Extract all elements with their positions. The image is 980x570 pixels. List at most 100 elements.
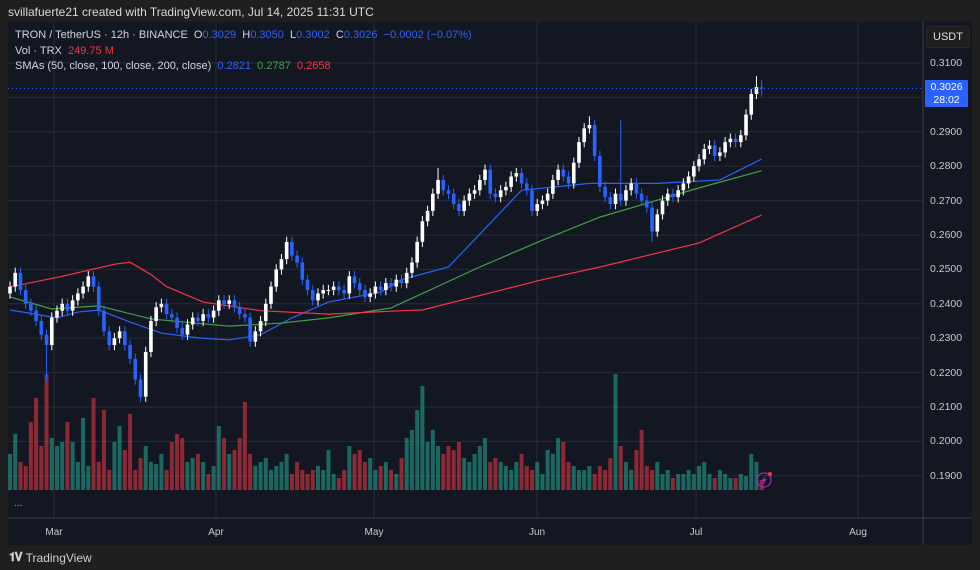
candle-body — [337, 286, 341, 291]
price-tick: 0.1900 — [930, 469, 963, 482]
volume-bar — [60, 442, 65, 490]
candle — [180, 322, 185, 340]
candle-body — [39, 321, 44, 335]
sma50-value: 0.2821 — [217, 60, 252, 72]
candle — [561, 164, 566, 182]
volume-value: 249.75 M — [68, 45, 114, 57]
more-icon[interactable]: ... — [14, 498, 23, 509]
candle — [326, 284, 331, 296]
volume-bar — [738, 474, 743, 490]
candle-body — [206, 314, 211, 318]
candle — [608, 192, 613, 210]
lightning-alert-icon[interactable] — [756, 472, 772, 488]
volume-bar — [269, 470, 273, 490]
volume-bar — [488, 462, 493, 490]
volume-bar — [347, 446, 352, 490]
candle-body — [718, 152, 722, 156]
sma200-value: 0.2658 — [296, 60, 331, 72]
candle-body — [300, 262, 305, 280]
candle-body — [211, 310, 216, 318]
candle — [723, 136, 727, 158]
volume-bar — [211, 466, 216, 490]
candle-body — [431, 193, 435, 211]
candle-body — [159, 303, 164, 308]
volume-bar — [284, 454, 289, 490]
candle-body — [107, 331, 111, 346]
candle — [149, 315, 153, 358]
candle-body — [384, 283, 388, 291]
candle-body — [149, 321, 153, 352]
candle — [639, 188, 644, 206]
volume-bar — [524, 466, 529, 490]
candle-body — [237, 307, 242, 315]
candle — [232, 295, 237, 313]
brand-name: TradingView — [25, 550, 92, 565]
candle-body — [368, 293, 372, 297]
candle — [321, 284, 325, 299]
candle-body — [316, 293, 320, 301]
candle-body — [321, 290, 325, 294]
candle-body — [305, 279, 310, 291]
candle — [128, 339, 132, 364]
candle — [253, 326, 258, 347]
candle-body — [342, 290, 346, 294]
candle — [645, 195, 649, 213]
candle — [190, 312, 195, 330]
candle — [462, 195, 466, 217]
candle — [718, 147, 722, 162]
candle — [70, 295, 75, 316]
volume-bar — [138, 458, 143, 490]
candle-body — [697, 159, 701, 167]
high-label: H — [242, 29, 251, 41]
tradingview-logo[interactable]: 𝟏𝐕 TradingView — [9, 550, 92, 565]
candle-body — [551, 179, 555, 194]
candle-body — [739, 135, 743, 143]
candle-body — [258, 321, 263, 332]
candle — [29, 298, 33, 316]
open-value: 0.3029 — [202, 29, 237, 41]
volume-bar — [503, 466, 508, 490]
candle — [310, 284, 315, 306]
candle-body — [373, 286, 378, 294]
candle-body — [598, 155, 602, 187]
candle-body — [514, 173, 519, 177]
volume-bar — [571, 466, 576, 490]
candle-body — [60, 303, 64, 311]
candle — [410, 257, 414, 278]
volume-bar — [665, 470, 670, 490]
volume-bar — [394, 474, 399, 490]
candle — [634, 178, 639, 199]
volume-bar — [608, 458, 613, 490]
chart-pane[interactable] — [8, 22, 972, 545]
candle-body — [243, 314, 247, 318]
volume-bar — [336, 478, 341, 490]
volume-bar — [477, 446, 482, 490]
volume-bar — [519, 454, 524, 490]
volume-legend[interactable]: Vol · TRX 249.75 M — [15, 45, 114, 57]
volume-bar — [749, 454, 754, 490]
candle-body — [582, 128, 586, 143]
candle-body — [123, 331, 127, 346]
volume-bar — [180, 438, 185, 490]
volume-bar — [618, 446, 623, 490]
candle — [248, 312, 252, 347]
volume-bar — [101, 410, 106, 490]
candle-body — [712, 145, 717, 156]
candle-body — [117, 331, 122, 339]
candle — [702, 143, 707, 165]
symbol-name[interactable]: TRON / TetherUS · 12h · BINANCE — [15, 29, 188, 41]
candle — [671, 188, 675, 203]
candle-body — [253, 331, 258, 342]
volume-bar — [530, 470, 534, 490]
candle — [378, 281, 383, 296]
candle-body — [441, 179, 446, 191]
volume-bar — [326, 450, 331, 490]
current-price-label: 0.3026 28:02 — [925, 80, 968, 107]
sma-legend[interactable]: SMAs (50, close, 100, close, 200, close)… — [15, 60, 331, 72]
candle-body — [645, 200, 649, 208]
volume-bar — [206, 474, 211, 490]
currency-button[interactable]: USDT — [926, 26, 970, 48]
volume-bar — [712, 478, 717, 490]
candle — [728, 133, 733, 148]
